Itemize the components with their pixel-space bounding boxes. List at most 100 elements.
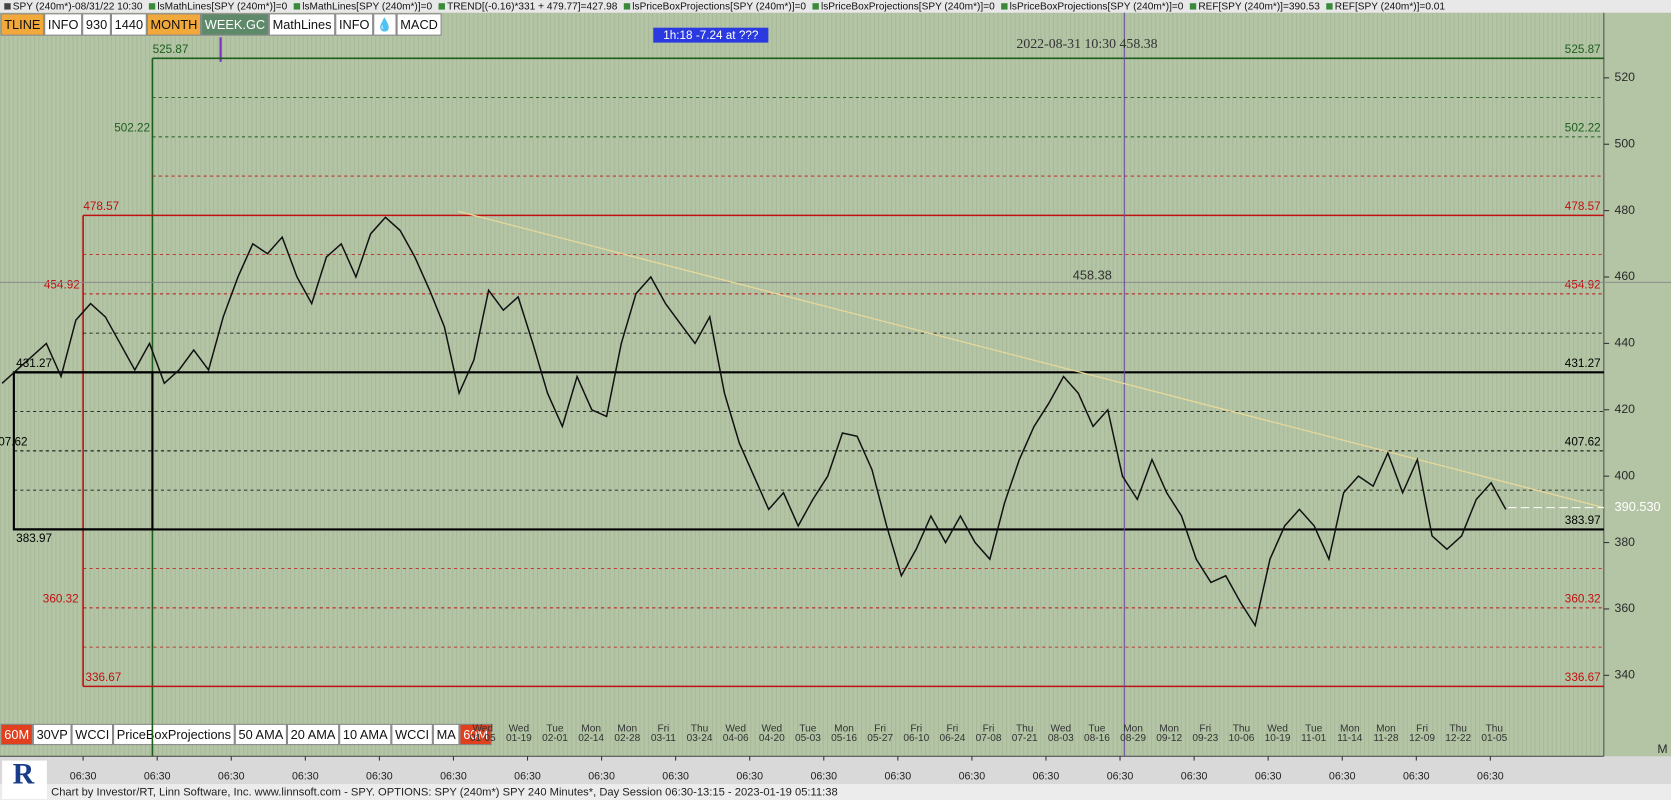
toolbar-button[interactable] [286, 723, 340, 746]
button-label: 10 AMA [343, 727, 388, 742]
date-date: 05-03 [795, 733, 821, 744]
measure-box [653, 27, 769, 43]
toolbar-button[interactable] [432, 723, 460, 746]
toolbar-button[interactable] [44, 13, 83, 36]
button-label: PriceBoxProjections [117, 727, 231, 742]
date-day: Thu [1233, 723, 1250, 734]
toolbar-button[interactable] [459, 723, 492, 746]
toolbar-button[interactable] [373, 13, 397, 36]
time-label: 06:30 [885, 770, 912, 782]
time-label: 06:30 [514, 770, 541, 782]
toolbar-button[interactable] [71, 723, 114, 746]
toolbar-button[interactable] [391, 723, 433, 746]
date-date: 11-01 [1301, 733, 1326, 744]
date-day: Thu [1449, 723, 1466, 734]
time-label: 06:30 [440, 770, 467, 782]
date-date: 04-06 [723, 733, 749, 744]
y-tick-label: 440 [1615, 336, 1636, 350]
date-date: 07-08 [976, 733, 1002, 744]
date-date: 06-10 [903, 733, 929, 744]
date-date: 03-11 [651, 733, 676, 744]
date-date: 08-16 [1084, 733, 1110, 744]
date-date: 10-19 [1265, 733, 1291, 744]
header-bar [0, 0, 1671, 13]
date-day: Tue [1088, 723, 1105, 734]
date-date: 11-14 [1337, 733, 1362, 744]
date-day: Tue [546, 723, 563, 734]
level-label: 502.22 [1565, 121, 1601, 134]
time-label: 06:30 [1477, 770, 1504, 782]
time-label: 06:30 [144, 770, 171, 782]
button-label: 💧 [377, 17, 393, 32]
level-label: 431.27 [16, 357, 52, 370]
button-label: 20 AMA [291, 727, 336, 742]
toolbar-button[interactable] [0, 13, 45, 36]
level-label: 525.87 [153, 43, 189, 56]
last-price-box [1604, 500, 1671, 516]
date-day: Wed [1267, 723, 1288, 734]
date-date: 12-22 [1445, 733, 1471, 744]
date-day: Mon [1376, 723, 1396, 734]
time-label: 06:30 [1255, 770, 1282, 782]
logo: R [13, 757, 35, 790]
logo-box [2, 760, 47, 799]
date-day: Thu [1486, 723, 1503, 734]
button-label: TLINE [4, 17, 40, 32]
y-tick-label: 480 [1615, 203, 1636, 217]
time-label: 06:30 [959, 770, 986, 782]
toolbar-button[interactable] [110, 13, 147, 36]
y-tick-label: 460 [1615, 269, 1636, 283]
toolbar-button[interactable] [32, 723, 72, 746]
time-label: 06:30 [366, 770, 393, 782]
level-label: 383.97 [1565, 514, 1601, 527]
toolbar-button[interactable] [201, 13, 269, 36]
button-label: WCCI [395, 727, 429, 742]
date-date: 02-14 [578, 733, 604, 744]
y-tick-label: 340 [1615, 668, 1636, 682]
time-label: 06:30 [1107, 770, 1134, 782]
toolbar-button[interactable] [113, 723, 235, 746]
button-label: 30VP [37, 727, 68, 742]
level-label: 336.67 [1565, 671, 1601, 684]
toolbar-button[interactable] [82, 13, 111, 36]
header-item: lsPriceBoxProjections[SPY (240m*)]=0 [632, 2, 806, 13]
button-label: WEEK.GC [205, 17, 265, 32]
y-tick-label: 400 [1615, 468, 1636, 482]
date-day: Fri [983, 723, 995, 734]
date-day: Mon [834, 723, 854, 734]
date-day: Tue [799, 723, 816, 734]
crosshair-info: 2022-08-31 10:30 458.38 [1016, 36, 1157, 51]
button-label: MACD [400, 17, 438, 32]
time-label: 06:30 [1403, 770, 1430, 782]
toolbar-button[interactable] [234, 723, 287, 746]
date-day: Wed [509, 723, 530, 734]
date-day: Tue [1305, 723, 1322, 734]
date-day: Fri [657, 723, 669, 734]
header-item: lsPriceBoxProjections[SPY (240m*)]=0 [1010, 2, 1184, 13]
date-date: 03-24 [687, 733, 713, 744]
date-day: Mon [1159, 723, 1179, 734]
toolbar-button[interactable] [0, 723, 33, 746]
y-tick-label: 380 [1615, 535, 1636, 549]
time-label: 06:30 [1033, 770, 1060, 782]
date-day: Fri [1416, 723, 1428, 734]
toolbar-button[interactable] [146, 13, 202, 36]
date-day: Thu [691, 723, 708, 734]
button-label: MA [437, 727, 457, 742]
date-date: 09-23 [1192, 733, 1218, 744]
toolbar-button[interactable] [396, 13, 442, 36]
level-label: 336.67 [85, 671, 121, 684]
header-item: TREND[(-0.16)*331 + 479.77]=427.98 [447, 2, 618, 13]
header-marker [812, 3, 819, 10]
button-label: 930 [86, 17, 107, 32]
toolbar-button[interactable] [268, 13, 336, 36]
date-day: Fri [1199, 723, 1211, 734]
toolbar-button[interactable] [335, 13, 374, 36]
date-day: Mon [1123, 723, 1143, 734]
toolbar-button[interactable] [339, 723, 392, 746]
header-item: lsMathLines[SPY (240m*)]=0 [157, 2, 287, 13]
date-day: Wed [472, 723, 493, 734]
level-label: 454.92 [1565, 278, 1601, 291]
date-day: Mon [581, 723, 601, 734]
